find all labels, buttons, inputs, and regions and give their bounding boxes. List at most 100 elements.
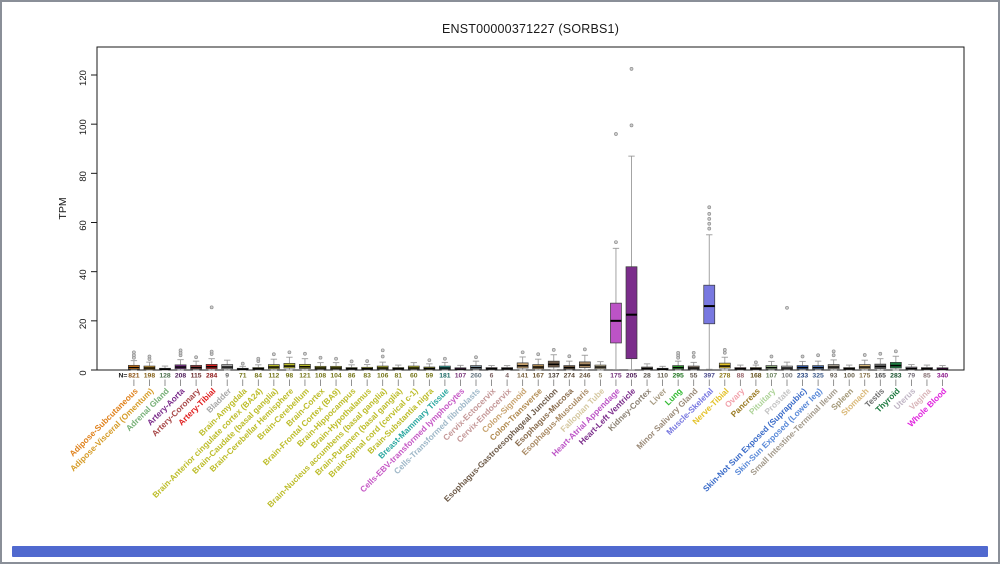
sample-count: 821 bbox=[128, 373, 140, 380]
outlier-point bbox=[240, 361, 245, 366]
sample-count: 104 bbox=[330, 373, 342, 380]
outlier-point bbox=[614, 240, 618, 245]
outlier-point bbox=[707, 216, 712, 221]
outlier-point bbox=[272, 352, 276, 357]
outlier-point bbox=[769, 354, 774, 359]
y-tick-label: 60 bbox=[78, 220, 89, 231]
sample-count: 397 bbox=[704, 373, 716, 380]
sample-count: 81 bbox=[394, 373, 402, 380]
y-tick-label: 100 bbox=[78, 119, 89, 135]
sample-count: 175 bbox=[610, 373, 622, 380]
sample-count: 278 bbox=[719, 373, 731, 380]
outlier-point bbox=[443, 356, 447, 361]
box bbox=[625, 266, 638, 360]
sample-count: 274 bbox=[564, 373, 576, 380]
outlier-point bbox=[147, 354, 152, 359]
sample-count: 84 bbox=[255, 373, 263, 380]
outlier-point bbox=[629, 123, 634, 128]
sample-count: 100 bbox=[781, 373, 793, 380]
outlier-point bbox=[318, 355, 323, 360]
y-tick-label: 40 bbox=[78, 269, 89, 280]
sample-count: 60 bbox=[410, 373, 418, 380]
outlier-point bbox=[754, 360, 758, 365]
sample-count: 325 bbox=[812, 373, 824, 380]
sample-count: 107 bbox=[766, 373, 778, 380]
outlier-point bbox=[365, 359, 369, 363]
outlier-point bbox=[349, 359, 354, 364]
outlier-point bbox=[831, 353, 836, 358]
outlier-point bbox=[287, 350, 292, 355]
sample-count: 55 bbox=[690, 373, 698, 380]
outlier-point bbox=[707, 226, 712, 231]
outlier-point bbox=[800, 354, 805, 359]
sample-count: 83 bbox=[363, 373, 371, 380]
sample-count: 168 bbox=[750, 373, 762, 380]
plot-panel bbox=[96, 46, 965, 371]
outlier-point bbox=[614, 132, 618, 136]
outlier-point bbox=[831, 349, 836, 354]
sample-count: 283 bbox=[890, 373, 902, 380]
sample-count: 28 bbox=[643, 373, 651, 380]
y-tick-label: 80 bbox=[78, 171, 89, 182]
y-tick-label: 120 bbox=[78, 70, 89, 86]
sample-count: 71 bbox=[239, 373, 247, 380]
sample-count: 233 bbox=[797, 373, 809, 380]
sample-count: 5 bbox=[599, 373, 603, 380]
sample-count: 106 bbox=[377, 373, 389, 380]
outlier-point bbox=[878, 351, 883, 356]
outlier-point bbox=[132, 353, 136, 358]
sample-count: 6 bbox=[490, 373, 494, 380]
sample-count: 121 bbox=[299, 373, 311, 380]
sample-count: 93 bbox=[830, 373, 838, 380]
outlier-point bbox=[785, 305, 789, 310]
outlier-point bbox=[582, 347, 587, 352]
sample-count: 108 bbox=[315, 373, 327, 380]
outlier-point bbox=[536, 352, 541, 357]
outlier-point bbox=[816, 353, 820, 358]
sample-count: 295 bbox=[672, 373, 684, 380]
outlier-point bbox=[178, 348, 183, 353]
sample-count: 79 bbox=[908, 373, 916, 380]
outlier-point bbox=[334, 356, 338, 361]
y-tick-label: 0 bbox=[78, 370, 89, 375]
outlier-point bbox=[691, 350, 696, 355]
box bbox=[703, 284, 716, 325]
sample-count: 165 bbox=[875, 373, 887, 380]
sample-count: 107 bbox=[455, 373, 467, 380]
sample-count: 181 bbox=[439, 373, 451, 380]
outlier-point bbox=[707, 221, 712, 226]
outlier-point bbox=[427, 358, 432, 363]
outlier-point bbox=[380, 354, 385, 359]
outlier-point bbox=[676, 350, 681, 355]
outlier-point bbox=[132, 350, 136, 355]
outlier-point bbox=[194, 355, 198, 360]
sample-count: 100 bbox=[844, 373, 856, 380]
outlier-point bbox=[722, 350, 727, 355]
chart-title: ENST00000371227 (SORBS1) bbox=[441, 22, 620, 36]
sample-count: 98 bbox=[286, 373, 294, 380]
sample-count: 86 bbox=[348, 373, 356, 380]
sample-count: 167 bbox=[533, 373, 545, 380]
outlier-point bbox=[691, 354, 696, 359]
outlier-point bbox=[722, 347, 727, 352]
tissue-label: Adipose-Visceral (Omentum) bbox=[68, 386, 156, 474]
sample-count: 128 bbox=[159, 373, 171, 380]
sample-count: 198 bbox=[144, 373, 156, 380]
sample-count: 340 bbox=[937, 373, 949, 380]
outlier-point bbox=[629, 67, 634, 71]
sample-count: 205 bbox=[626, 373, 638, 380]
sample-count: 284 bbox=[206, 373, 218, 380]
outlier-point bbox=[707, 212, 712, 216]
outlier-point bbox=[303, 351, 307, 356]
sample-count: 110 bbox=[657, 373, 668, 380]
y-tick-label: 20 bbox=[78, 319, 89, 330]
sample-count: 141 bbox=[517, 373, 529, 380]
outlier-point bbox=[567, 354, 572, 359]
outlier-point bbox=[380, 348, 385, 353]
sample-count: 85 bbox=[923, 373, 931, 380]
outlier-point bbox=[209, 349, 214, 354]
sample-count: 175 bbox=[859, 373, 871, 380]
sample-count: 88 bbox=[737, 373, 745, 380]
sample-count: 4 bbox=[505, 373, 509, 380]
